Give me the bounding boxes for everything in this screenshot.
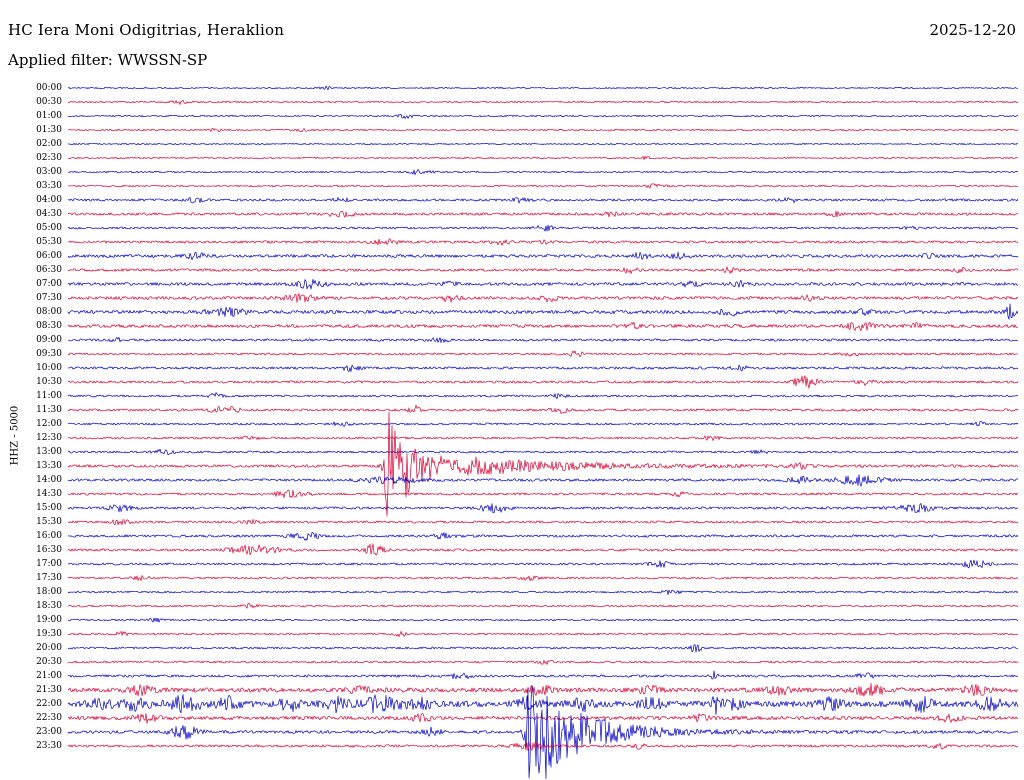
time-label: 00:00 <box>36 83 62 93</box>
time-label: 16:00 <box>36 531 62 541</box>
time-label: 00:30 <box>36 97 62 107</box>
time-label: 21:30 <box>36 685 62 695</box>
time-label: 03:00 <box>36 167 62 177</box>
time-label: 19:30 <box>36 629 62 639</box>
time-label: 04:00 <box>36 195 62 205</box>
time-label: 02:00 <box>36 139 62 149</box>
time-label: 20:00 <box>36 643 62 653</box>
time-label: 10:00 <box>36 363 62 373</box>
time-label: 09:00 <box>36 335 62 345</box>
time-label: 07:00 <box>36 279 62 289</box>
time-label: 18:30 <box>36 601 62 611</box>
time-label: 02:30 <box>36 153 62 163</box>
time-label: 19:00 <box>36 615 62 625</box>
time-label: 22:30 <box>36 713 62 723</box>
time-label: 05:30 <box>36 237 62 247</box>
time-label: 22:00 <box>36 699 62 709</box>
time-label: 15:30 <box>36 517 62 527</box>
time-label: 10:30 <box>36 377 62 387</box>
time-label: 21:00 <box>36 671 62 681</box>
time-label: 15:00 <box>36 503 62 513</box>
time-label: 13:30 <box>36 461 62 471</box>
time-label: 12:30 <box>36 433 62 443</box>
time-label: 06:30 <box>36 265 62 275</box>
time-label: 05:00 <box>36 223 62 233</box>
time-label: 03:30 <box>36 181 62 191</box>
time-label: 08:00 <box>36 307 62 317</box>
time-label: 17:30 <box>36 573 62 583</box>
time-label: 20:30 <box>36 657 62 667</box>
time-label: 23:00 <box>36 727 62 737</box>
time-label: 14:30 <box>36 489 62 499</box>
time-label: 01:30 <box>36 125 62 135</box>
time-label: 09:30 <box>36 349 62 359</box>
time-label: 01:00 <box>36 111 62 121</box>
time-label: 23:30 <box>36 741 62 751</box>
time-label: 04:30 <box>36 209 62 219</box>
time-label: 08:30 <box>36 321 62 331</box>
time-label: 11:00 <box>36 391 62 401</box>
time-label: 18:00 <box>36 587 62 597</box>
time-label: 12:00 <box>36 419 62 429</box>
time-label: 11:30 <box>36 405 62 415</box>
time-label: 17:00 <box>36 559 62 569</box>
time-label: 16:30 <box>36 545 62 555</box>
time-label: 06:00 <box>36 251 62 261</box>
time-label: 13:00 <box>36 447 62 457</box>
time-label: 14:00 <box>36 475 62 485</box>
time-label: 07:30 <box>36 293 62 303</box>
